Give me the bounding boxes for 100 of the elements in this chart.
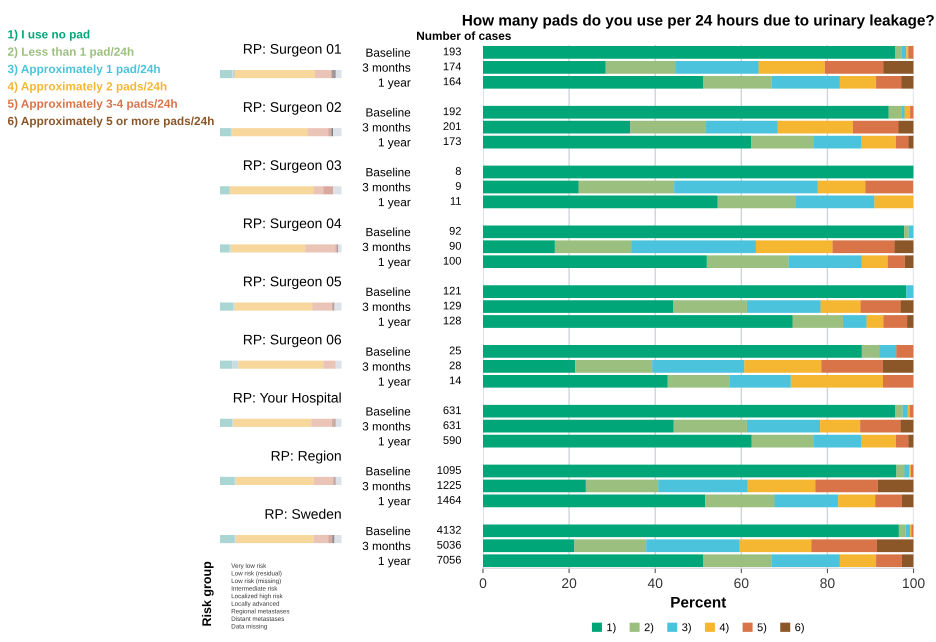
bar bbox=[652, 360, 744, 373]
bar bbox=[911, 524, 914, 538]
bar bbox=[718, 196, 796, 208]
bar bbox=[482, 255, 707, 268]
bar bbox=[578, 180, 674, 194]
bar bbox=[482, 240, 555, 254]
bar bbox=[772, 554, 840, 568]
bar bbox=[860, 420, 901, 433]
bar bbox=[482, 464, 896, 478]
bar bbox=[910, 464, 914, 478]
y-tick-label: 1 year bbox=[378, 437, 411, 448]
bar bbox=[338, 244, 342, 252]
bar bbox=[840, 76, 876, 89]
bar bbox=[906, 524, 910, 538]
bar bbox=[230, 186, 314, 194]
bar bbox=[586, 480, 658, 492]
bar bbox=[818, 180, 866, 194]
text: 6) Approximately 5 or more pads/24h bbox=[8, 116, 214, 128]
bar bbox=[842, 315, 867, 328]
bar bbox=[482, 420, 674, 433]
bar bbox=[772, 76, 840, 89]
bar bbox=[332, 70, 334, 78]
y2-tick-label: 1464 bbox=[438, 496, 462, 504]
bar bbox=[232, 360, 238, 369]
y-tick-label: RP: Surgeon 05 bbox=[244, 276, 342, 290]
y-tick-label: 1 year bbox=[378, 258, 411, 268]
y-tick-label: Baseline bbox=[366, 228, 410, 236]
bar bbox=[756, 240, 833, 254]
y2-tick-label: 174 bbox=[444, 62, 462, 70]
bar bbox=[314, 186, 324, 194]
bar bbox=[674, 420, 747, 433]
y-tick-label: RP: Surgeon 02 bbox=[244, 102, 341, 115]
x-tick-label: 0 bbox=[480, 578, 486, 588]
y-tick-label: 3 months bbox=[362, 541, 410, 550]
bar bbox=[904, 106, 910, 119]
bar bbox=[482, 480, 586, 492]
y-tick-label: Baseline bbox=[366, 108, 410, 117]
y2-tick-label: 129 bbox=[444, 302, 461, 310]
bar bbox=[904, 255, 914, 268]
bar bbox=[482, 554, 703, 568]
bar bbox=[314, 535, 328, 544]
bar bbox=[314, 70, 331, 78]
y2-tick-label: 11 bbox=[450, 197, 461, 205]
bar bbox=[777, 120, 853, 134]
bar bbox=[904, 464, 910, 478]
bar bbox=[811, 539, 877, 552]
bar bbox=[904, 225, 909, 238]
bar bbox=[902, 404, 908, 418]
bar bbox=[910, 106, 914, 119]
y-tick-label: RP: Surgeon 06 bbox=[244, 334, 342, 348]
bar bbox=[824, 61, 884, 74]
y-tick-label: 3 months bbox=[362, 242, 410, 252]
y-tick-label: Baseline bbox=[366, 347, 410, 356]
bar bbox=[482, 76, 703, 89]
bar bbox=[813, 434, 862, 448]
bar bbox=[901, 76, 914, 89]
y-tick-label: RP: Surgeon 01 bbox=[244, 44, 341, 57]
y-tick-label: Baseline bbox=[366, 526, 410, 536]
bar bbox=[865, 180, 914, 194]
bar bbox=[861, 136, 896, 148]
y2-tick-label: 201 bbox=[443, 122, 461, 130]
bar bbox=[236, 535, 314, 544]
y-tick-label: Baseline bbox=[366, 48, 410, 57]
y2-tick-label: 100 bbox=[444, 256, 462, 265]
y-tick-label: 1 year bbox=[378, 198, 411, 209]
bar bbox=[233, 418, 312, 427]
bar bbox=[333, 186, 342, 194]
text: 4) Approximately 2 pads/24h bbox=[8, 82, 166, 93]
bar bbox=[311, 418, 332, 427]
legend-label: 5) bbox=[757, 623, 766, 634]
y2-tick-label: 5036 bbox=[437, 540, 461, 549]
text: 1) I use no pad bbox=[8, 30, 90, 41]
bar bbox=[790, 374, 883, 388]
y-tick-label: RP: Your Hospital bbox=[234, 392, 341, 406]
bar bbox=[632, 240, 756, 254]
bar bbox=[220, 244, 230, 252]
bar bbox=[606, 61, 676, 74]
bar bbox=[861, 434, 896, 448]
bar bbox=[900, 300, 914, 313]
bar bbox=[821, 360, 883, 373]
y2-tick-label: 193 bbox=[444, 48, 461, 56]
bar bbox=[323, 186, 334, 194]
bar bbox=[574, 539, 646, 552]
bar bbox=[658, 480, 748, 492]
bar bbox=[882, 374, 914, 388]
bar bbox=[888, 255, 905, 268]
bar bbox=[906, 285, 914, 298]
bar bbox=[234, 302, 312, 311]
bar bbox=[910, 404, 914, 418]
bar bbox=[744, 360, 822, 373]
y2-tick-label: 164 bbox=[444, 77, 462, 86]
bar bbox=[705, 494, 774, 508]
bar bbox=[820, 300, 861, 313]
bar bbox=[902, 106, 904, 119]
bar bbox=[883, 61, 914, 74]
bar bbox=[876, 76, 902, 89]
bar bbox=[328, 535, 332, 544]
x-tick-label: 80 bbox=[820, 578, 835, 588]
y-tick-label: RP: Sweden bbox=[266, 508, 341, 519]
x-tick-label: 100 bbox=[903, 578, 925, 588]
